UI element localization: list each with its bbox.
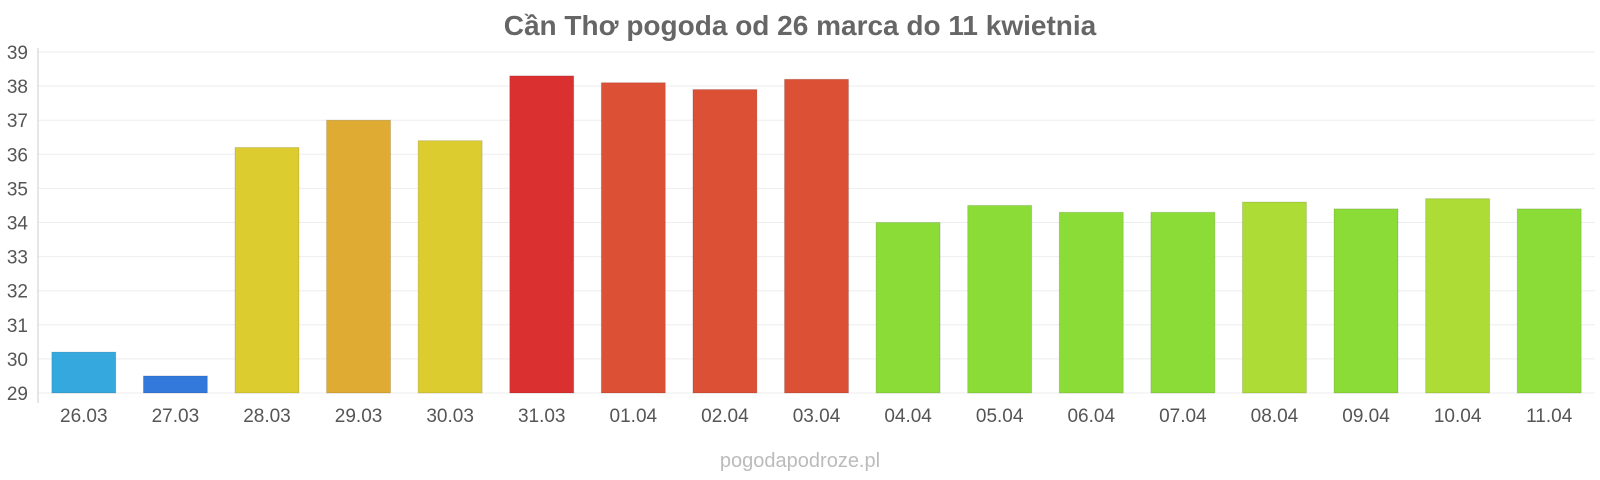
- bar-06.04: [1058, 211, 1124, 394]
- bar-05.04: [967, 204, 1033, 394]
- bar-07.04: [1150, 211, 1216, 394]
- bar-02.04: [692, 89, 758, 394]
- bar-chart: 29 30 31 32 33 34 35 36 37 38 39 26.03 27.03 28.03 29…: [7, 43, 1595, 427]
- y-tick-label: 37: [7, 111, 28, 132]
- y-tick-label: 34: [7, 214, 29, 235]
- bar-26.03: [51, 351, 117, 394]
- bar-27.03: [142, 375, 208, 394]
- bar-10.04: [1425, 198, 1491, 394]
- bar-29.03: [326, 119, 392, 394]
- chart-title: Cần Thơ pogoda od 26 marca do 11 kwietni…: [503, 10, 1097, 41]
- x-tick-label: 11.04: [1526, 406, 1573, 427]
- x-tick-label: 31.03: [518, 406, 566, 427]
- x-tick-label: 09.04: [1342, 406, 1390, 427]
- x-tick-label: 07.04: [1159, 406, 1207, 427]
- x-tick-label: 02.04: [701, 406, 749, 427]
- bar-03.04: [784, 78, 849, 394]
- x-tick-label: 04.04: [884, 406, 932, 427]
- x-tick-label: 06.04: [1067, 406, 1115, 427]
- y-tick-label: 35: [7, 179, 28, 200]
- y-tick-label: 29: [7, 384, 28, 405]
- x-tick-label: 01.04: [610, 406, 658, 427]
- y-tick-label: 39: [7, 43, 28, 64]
- bar-11.04: [1516, 208, 1582, 394]
- x-tick-label: 10.04: [1434, 406, 1482, 427]
- y-axis-ticks: 29 30 31 32 33 34 35 36 37 38 39: [7, 43, 29, 405]
- y-tick-label: 38: [7, 77, 28, 98]
- bar-01.04: [600, 82, 666, 394]
- x-tick-label: 28.03: [243, 406, 291, 427]
- y-tick-label: 30: [7, 350, 28, 371]
- x-tick-label: 05.04: [976, 406, 1024, 427]
- y-tick-label: 36: [7, 145, 28, 166]
- bar-30.03: [417, 140, 483, 394]
- x-tick-label: 29.03: [335, 406, 383, 427]
- x-tick-label: 26.03: [60, 406, 108, 427]
- x-tick-label: 08.04: [1251, 406, 1299, 427]
- bar-28.03: [234, 146, 300, 394]
- y-tick-label: 33: [7, 248, 28, 269]
- watermark: pogodapodroze.pl: [719, 450, 881, 472]
- x-tick-label: 30.03: [426, 406, 474, 427]
- x-tick-label: 27.03: [152, 406, 200, 427]
- x-axis-ticks: 26.03 27.03 28.03 29.03 30.03 31.03 01.04 02.04…: [60, 406, 1573, 427]
- bar-08.04: [1241, 201, 1307, 394]
- bar-31.03: [509, 75, 575, 394]
- y-tick-label: 31: [7, 316, 28, 337]
- bars: [51, 75, 1582, 394]
- y-tick-label: 32: [7, 282, 28, 303]
- bar-09.04: [1333, 208, 1399, 394]
- x-tick-label: 03.04: [793, 406, 841, 427]
- bar-04.04: [875, 222, 941, 394]
